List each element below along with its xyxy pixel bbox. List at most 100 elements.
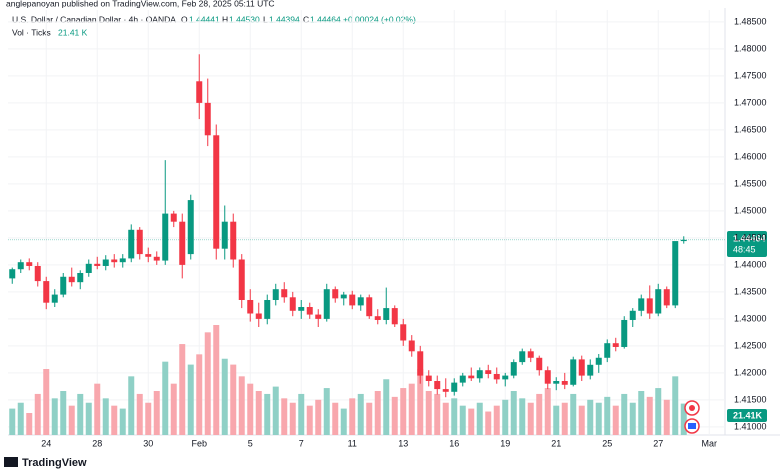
candle-body bbox=[94, 263, 101, 266]
volume-bar bbox=[221, 358, 228, 435]
volume-bar bbox=[570, 393, 577, 435]
countdown: 48:45 bbox=[733, 244, 756, 254]
volume-bar bbox=[578, 405, 585, 435]
volume-bar bbox=[680, 403, 687, 435]
candle-body bbox=[17, 262, 24, 270]
candle-body bbox=[264, 299, 271, 319]
candle-body bbox=[451, 382, 458, 392]
x-tick-label: 19 bbox=[500, 438, 510, 448]
x-tick-label: 16 bbox=[449, 438, 459, 448]
candle-body bbox=[102, 259, 109, 266]
volume-bar bbox=[264, 393, 271, 435]
candle-body bbox=[34, 265, 41, 282]
volume-bar bbox=[26, 413, 33, 435]
candle-body bbox=[604, 343, 611, 358]
c-label: C bbox=[303, 14, 309, 24]
volume-bar bbox=[442, 402, 449, 435]
y-tick-label: 1.46500 bbox=[734, 124, 767, 134]
volume-bar bbox=[128, 376, 135, 435]
x-tick-label: Feb bbox=[191, 438, 207, 448]
volume-bar bbox=[561, 402, 568, 435]
candle-body bbox=[374, 316, 381, 320]
candle-body bbox=[391, 308, 398, 325]
l-label: L bbox=[263, 14, 268, 24]
volume-bar bbox=[621, 393, 628, 435]
c-value: 1.44464 bbox=[310, 14, 341, 24]
x-tick-label: 27 bbox=[653, 438, 663, 448]
x-tick-label: 5 bbox=[248, 438, 253, 448]
candle-body bbox=[230, 221, 237, 260]
candle-body bbox=[298, 307, 305, 311]
volume-bar bbox=[111, 405, 118, 435]
volume-bar bbox=[519, 398, 526, 435]
volume-bar bbox=[672, 376, 679, 435]
volume-bar bbox=[94, 383, 101, 435]
candle-body bbox=[43, 281, 50, 303]
candle-body bbox=[162, 213, 169, 261]
x-tick-label: Mar bbox=[702, 438, 718, 448]
volume-bar bbox=[468, 408, 475, 435]
candle-body bbox=[570, 359, 577, 385]
volume-bar bbox=[247, 383, 254, 435]
volume-bar bbox=[272, 386, 279, 435]
volume-bar bbox=[315, 399, 322, 435]
o-label: O bbox=[181, 14, 188, 24]
change: +0.00024 (+0.02%) bbox=[343, 14, 416, 24]
volume-bar bbox=[400, 388, 407, 435]
volume-bar bbox=[510, 391, 517, 435]
candle-body bbox=[187, 200, 194, 255]
volume-bar bbox=[255, 391, 262, 435]
x-tick-label: 28 bbox=[92, 438, 102, 448]
volume-bar bbox=[136, 393, 143, 435]
candle-body bbox=[553, 380, 560, 384]
event-flag-ca-dot bbox=[689, 405, 695, 411]
candle-body bbox=[145, 254, 152, 257]
candle-body bbox=[459, 375, 466, 383]
y-tick-label: 1.43500 bbox=[734, 286, 767, 296]
price-tag-box bbox=[727, 231, 767, 257]
volume-bar bbox=[289, 402, 296, 435]
volume-bar bbox=[196, 354, 203, 435]
candle-body bbox=[544, 370, 551, 384]
y-tick-label: 1.46000 bbox=[734, 151, 767, 161]
volume-bar bbox=[68, 405, 75, 435]
candle-body bbox=[289, 297, 296, 311]
y-tick-label: 1.44000 bbox=[734, 259, 767, 269]
volume-bar bbox=[383, 379, 390, 435]
volume-bar bbox=[544, 388, 551, 435]
candle-body bbox=[655, 289, 662, 314]
volume-bar bbox=[425, 391, 432, 435]
symbol: U.S. Dollar / Canadian Dollar · 4h · OAN… bbox=[12, 14, 176, 24]
y-tick-label: 1.42500 bbox=[734, 340, 767, 350]
candle-body bbox=[595, 357, 602, 365]
volume-bar bbox=[281, 398, 288, 435]
candle-body bbox=[179, 221, 186, 265]
candle-body bbox=[366, 297, 373, 317]
volume-bar bbox=[451, 398, 458, 435]
candle-body bbox=[612, 343, 619, 347]
vol-value: 21.41 K bbox=[58, 27, 88, 37]
candle-body bbox=[527, 351, 534, 358]
volume-bar bbox=[638, 391, 645, 435]
h-label: H bbox=[222, 14, 228, 24]
volume-bar bbox=[306, 405, 313, 435]
candle-body bbox=[213, 135, 220, 249]
candle-body bbox=[85, 263, 92, 273]
volume-bar bbox=[357, 393, 364, 435]
event-flag-us-mark bbox=[688, 423, 696, 429]
volume-bar bbox=[230, 364, 237, 435]
x-tick-label: 21 bbox=[551, 438, 561, 448]
brand-logo bbox=[4, 457, 18, 467]
candle-body bbox=[646, 298, 653, 314]
volume-bar bbox=[646, 396, 653, 435]
candle-body bbox=[111, 259, 118, 263]
candle-body bbox=[417, 351, 424, 376]
volume-bar bbox=[655, 388, 662, 435]
candle-body bbox=[60, 276, 67, 295]
x-tick-label: 30 bbox=[143, 438, 153, 448]
candle-body bbox=[68, 276, 75, 283]
y-tick-label: 1.41500 bbox=[734, 394, 767, 404]
volume-bar bbox=[434, 393, 441, 435]
volume-bar bbox=[485, 411, 492, 435]
volume-bar bbox=[298, 393, 305, 435]
